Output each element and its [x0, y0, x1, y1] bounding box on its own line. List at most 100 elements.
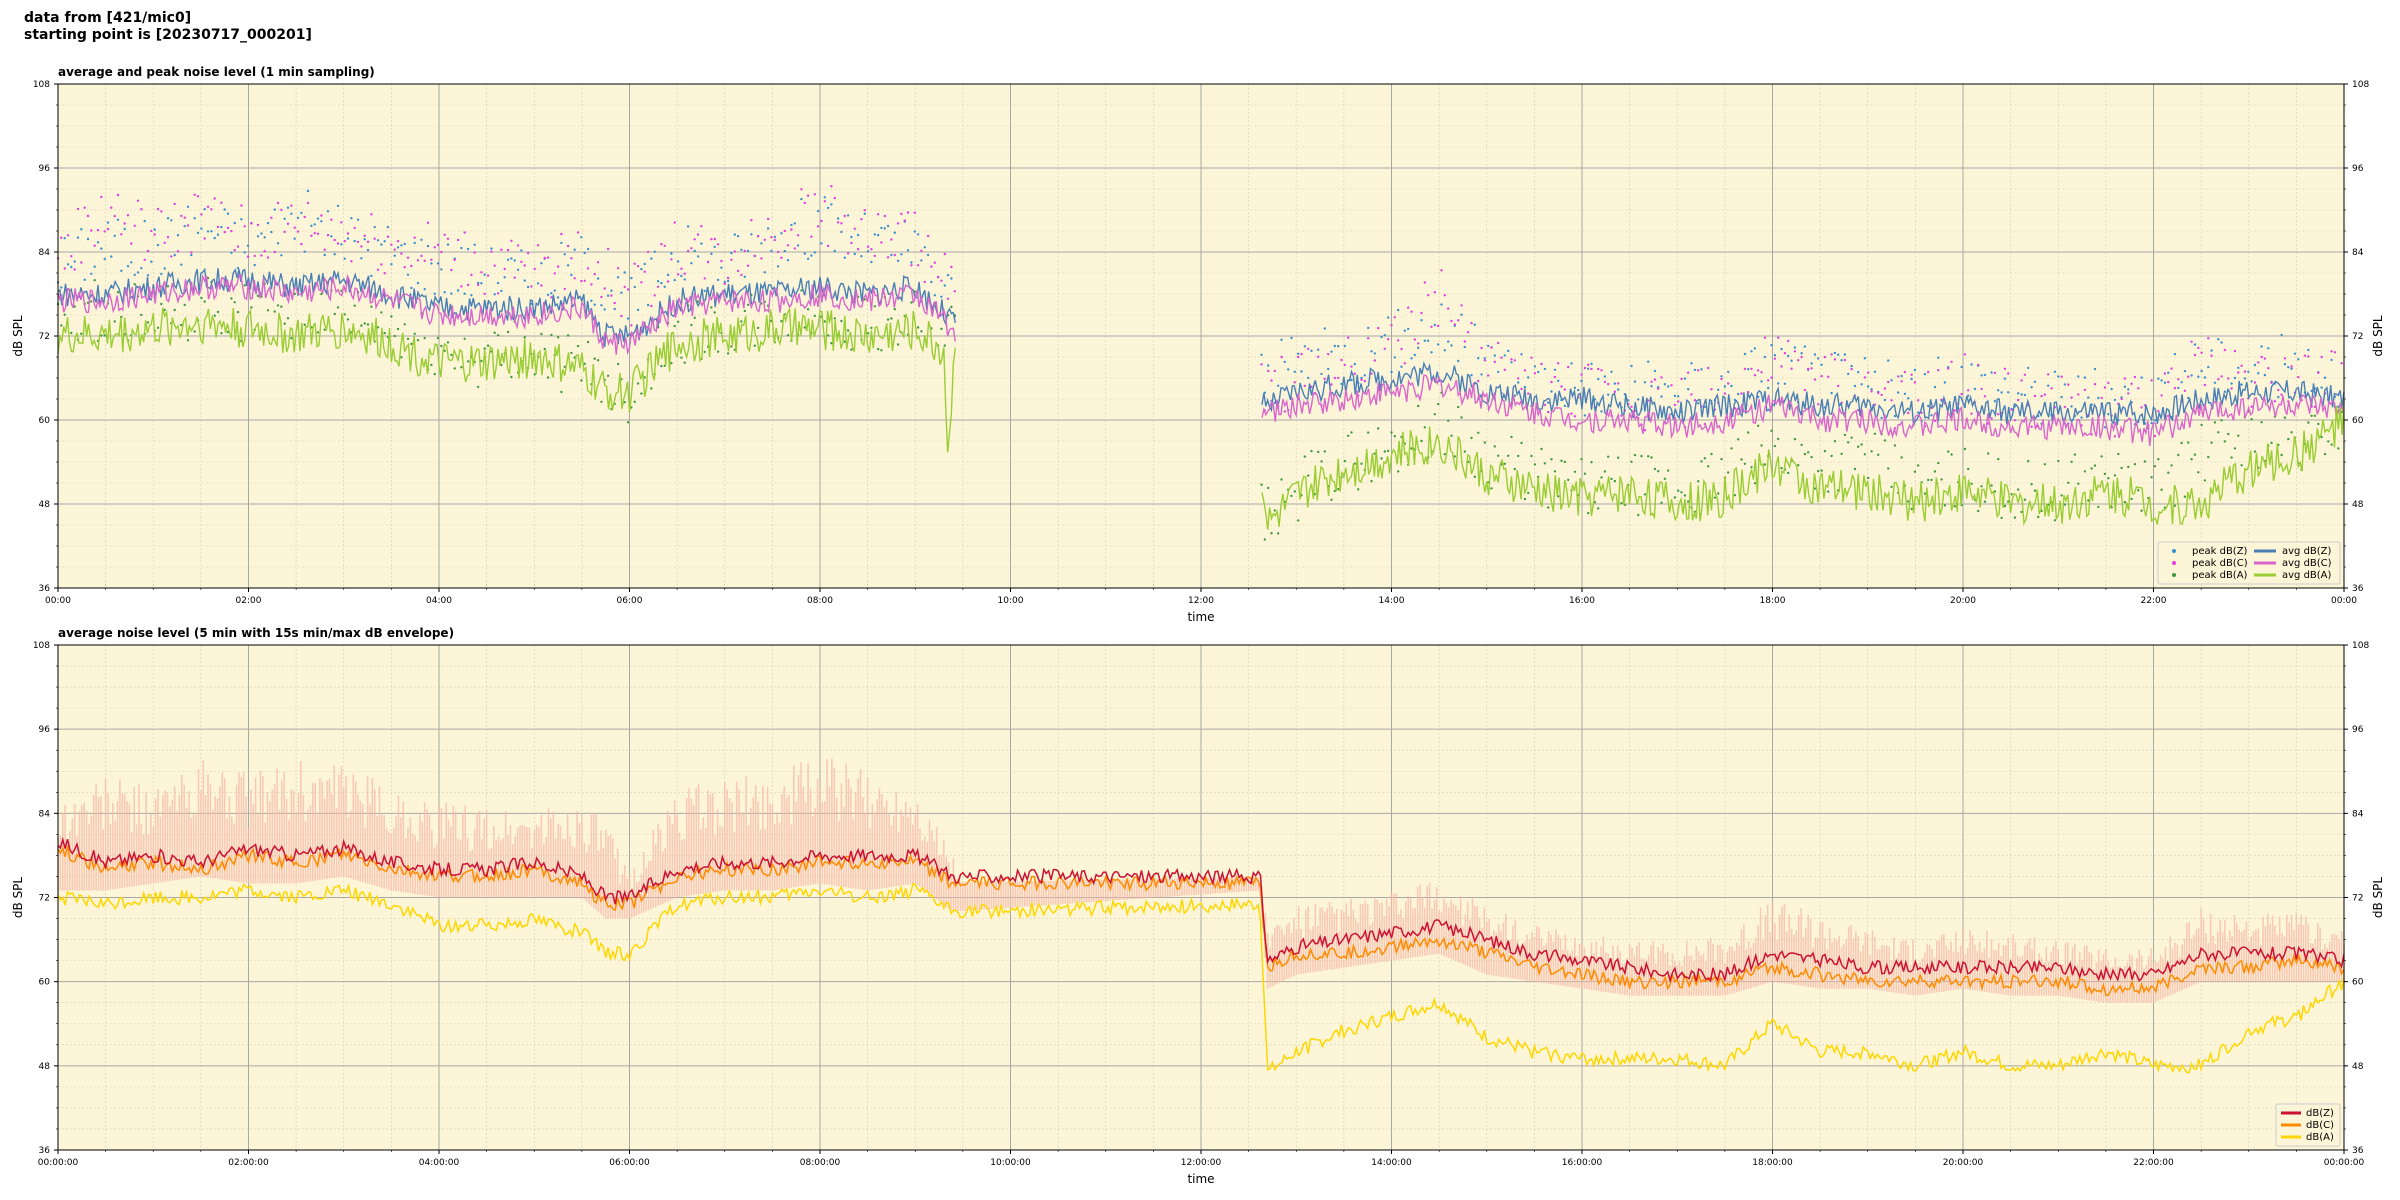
- data-point: [2213, 421, 2217, 424]
- y-axis-label: dB SPL: [11, 877, 25, 919]
- data-point: [1433, 413, 1437, 416]
- data-point: [1993, 371, 1997, 375]
- data-point: [1940, 478, 1943, 481]
- data-point: [2040, 394, 2043, 398]
- data-point: [886, 224, 890, 228]
- data-point: [806, 257, 810, 260]
- data-point: [313, 223, 316, 226]
- data-point: [1877, 391, 1880, 395]
- data-point: [310, 224, 313, 227]
- data-point: [2280, 453, 2283, 457]
- data-point: [1450, 434, 1453, 437]
- data-point: [2100, 455, 2103, 458]
- data-point: [1643, 493, 1647, 496]
- data-point: [203, 208, 206, 211]
- data-point: [1560, 385, 1563, 388]
- data-point: [210, 208, 213, 211]
- data-point: [600, 295, 603, 299]
- data-point: [840, 222, 843, 225]
- series-line-avgdba: [57, 306, 2345, 530]
- x-tick-label: 04:00:00: [419, 1158, 460, 1168]
- data-point: [1997, 389, 2000, 392]
- data-point: [273, 250, 276, 254]
- data-point: [1353, 362, 1357, 366]
- data-point: [2003, 367, 2007, 370]
- data-point: [2277, 395, 2280, 399]
- data-point: [380, 243, 383, 246]
- data-point: [1887, 467, 1890, 470]
- data-point: [1923, 492, 1927, 495]
- data-point: [940, 295, 943, 298]
- data-point: [866, 245, 870, 248]
- data-point: [880, 241, 883, 244]
- data-point: [570, 257, 573, 260]
- data-point: [343, 313, 346, 316]
- data-point: [286, 206, 290, 209]
- data-point: [606, 247, 610, 251]
- data-point: [2103, 426, 2107, 429]
- data-point: [660, 364, 663, 368]
- data-point: [1307, 347, 1310, 351]
- data-point: [1787, 354, 1790, 358]
- data-point: [636, 308, 640, 312]
- data-point: [640, 392, 643, 395]
- data-point: [283, 230, 286, 234]
- data-point: [1823, 355, 1827, 359]
- data-point: [606, 294, 610, 297]
- data-point: [1837, 353, 1840, 356]
- data-point: [1370, 372, 1373, 375]
- data-point: [420, 254, 423, 258]
- data-point: [833, 317, 836, 320]
- data-point: [2080, 416, 2083, 419]
- data-point: [1983, 373, 1987, 377]
- data-point: [1513, 359, 1517, 362]
- data-point: [703, 350, 706, 354]
- data-point: [2187, 375, 2190, 378]
- data-point: [156, 207, 160, 211]
- data-point: [2180, 441, 2183, 445]
- data-point: [916, 326, 920, 329]
- data-point: [436, 262, 440, 265]
- data-point: [300, 242, 303, 246]
- data-point: [2127, 388, 2130, 391]
- data-point: [2330, 358, 2333, 362]
- data-point: [1480, 373, 1483, 376]
- data-point: [1677, 400, 1680, 403]
- data-point: [2233, 376, 2237, 380]
- data-point: [2033, 394, 2037, 398]
- chart-title: average and peak noise level (1 min samp…: [58, 65, 375, 79]
- data-point: [2293, 352, 2297, 355]
- data-point: [930, 265, 933, 268]
- data-point: [1773, 354, 1777, 357]
- data-point: [2330, 443, 2333, 446]
- data-point: [1433, 323, 1437, 327]
- y-tick-label: 72: [2352, 894, 2363, 904]
- data-point: [1383, 334, 1387, 337]
- data-point: [386, 235, 390, 238]
- data-point: [2273, 400, 2277, 403]
- data-point: [723, 280, 726, 284]
- data-point: [1383, 450, 1387, 453]
- data-point: [246, 255, 250, 258]
- data-point: [896, 222, 900, 225]
- data-point: [1813, 353, 1817, 356]
- data-point: [1760, 380, 1763, 383]
- data-point: [1477, 431, 1480, 434]
- data-point: [1553, 375, 1557, 379]
- data-point: [780, 320, 783, 323]
- data-point: [593, 272, 596, 276]
- data-point: [260, 232, 263, 235]
- data-point: [1717, 492, 1720, 495]
- data-point: [1533, 463, 1537, 466]
- data-point: [846, 329, 850, 332]
- data-point: [1940, 398, 1943, 401]
- data-point: [2107, 413, 2110, 416]
- data-point: [1333, 376, 1337, 380]
- data-point: [1637, 398, 1640, 401]
- data-point: [150, 260, 153, 263]
- data-point: [1880, 416, 1883, 420]
- data-point: [2203, 383, 2207, 387]
- data-point: [113, 234, 116, 237]
- data-point: [713, 245, 716, 249]
- data-point: [663, 285, 666, 288]
